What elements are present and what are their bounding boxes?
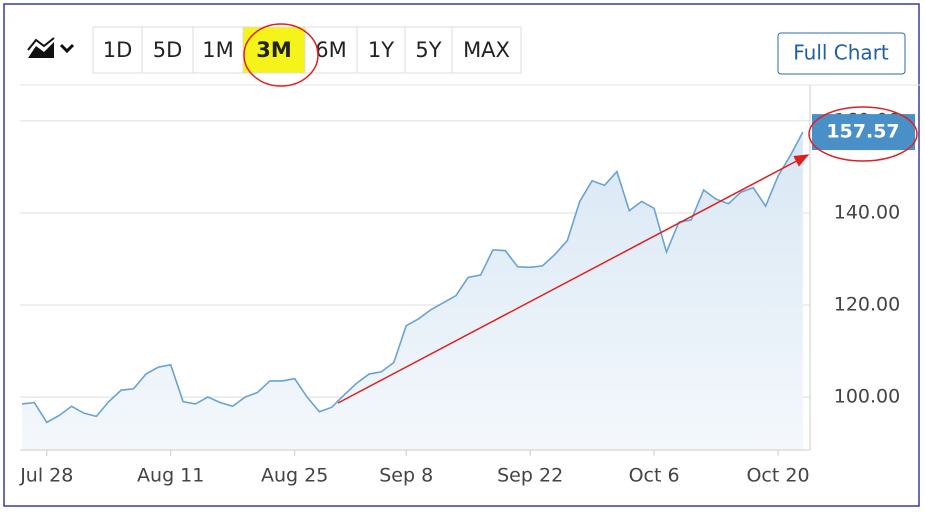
range-label[interactable]: 1D	[103, 38, 133, 62]
x-tick-label: Aug 25	[261, 465, 328, 487]
area	[22, 132, 803, 451]
annotation-circle	[808, 106, 918, 162]
last-price-tag	[812, 114, 915, 151]
last-price-label: 157.57	[826, 121, 899, 143]
range-label[interactable]: 5Y	[415, 38, 441, 62]
range-button[interactable]	[451, 26, 522, 74]
x-tick-label: Sep 22	[497, 465, 563, 487]
full-chart-button[interactable]	[777, 32, 906, 75]
full-chart-label[interactable]: Full Chart	[793, 41, 889, 65]
range-label[interactable]: 6M	[315, 38, 346, 62]
range-label[interactable]: 1Y	[368, 38, 394, 62]
range-button[interactable]	[92, 26, 143, 74]
x-tick-label: Oct 6	[629, 465, 680, 487]
y-tick-label: 100.00	[834, 386, 900, 408]
annotation-arrow	[337, 154, 810, 404]
range-button[interactable]	[141, 26, 194, 74]
range-label[interactable]: MAX	[463, 38, 510, 62]
range-label[interactable]: 5D	[153, 38, 183, 62]
y-tick-label: 120.00	[834, 294, 900, 316]
annotation-circle	[243, 23, 319, 87]
range-label[interactable]: 3M	[256, 38, 292, 62]
price-line	[21, 131, 804, 424]
chart-type-icon[interactable]	[27, 37, 75, 58]
range-button[interactable]	[404, 26, 453, 74]
y-tick-label: 140.00	[834, 201, 900, 223]
x-tick-label: Jul 28	[19, 465, 73, 487]
range-button[interactable]	[304, 26, 358, 74]
x-tick-label: Sep 8	[379, 465, 433, 487]
range-button[interactable]	[356, 26, 406, 74]
x-tick-label: Aug 11	[137, 465, 204, 487]
frame	[3, 3, 920, 507]
range-label[interactable]: 1M	[202, 38, 233, 62]
x-tick-label: Oct 20	[746, 465, 809, 487]
